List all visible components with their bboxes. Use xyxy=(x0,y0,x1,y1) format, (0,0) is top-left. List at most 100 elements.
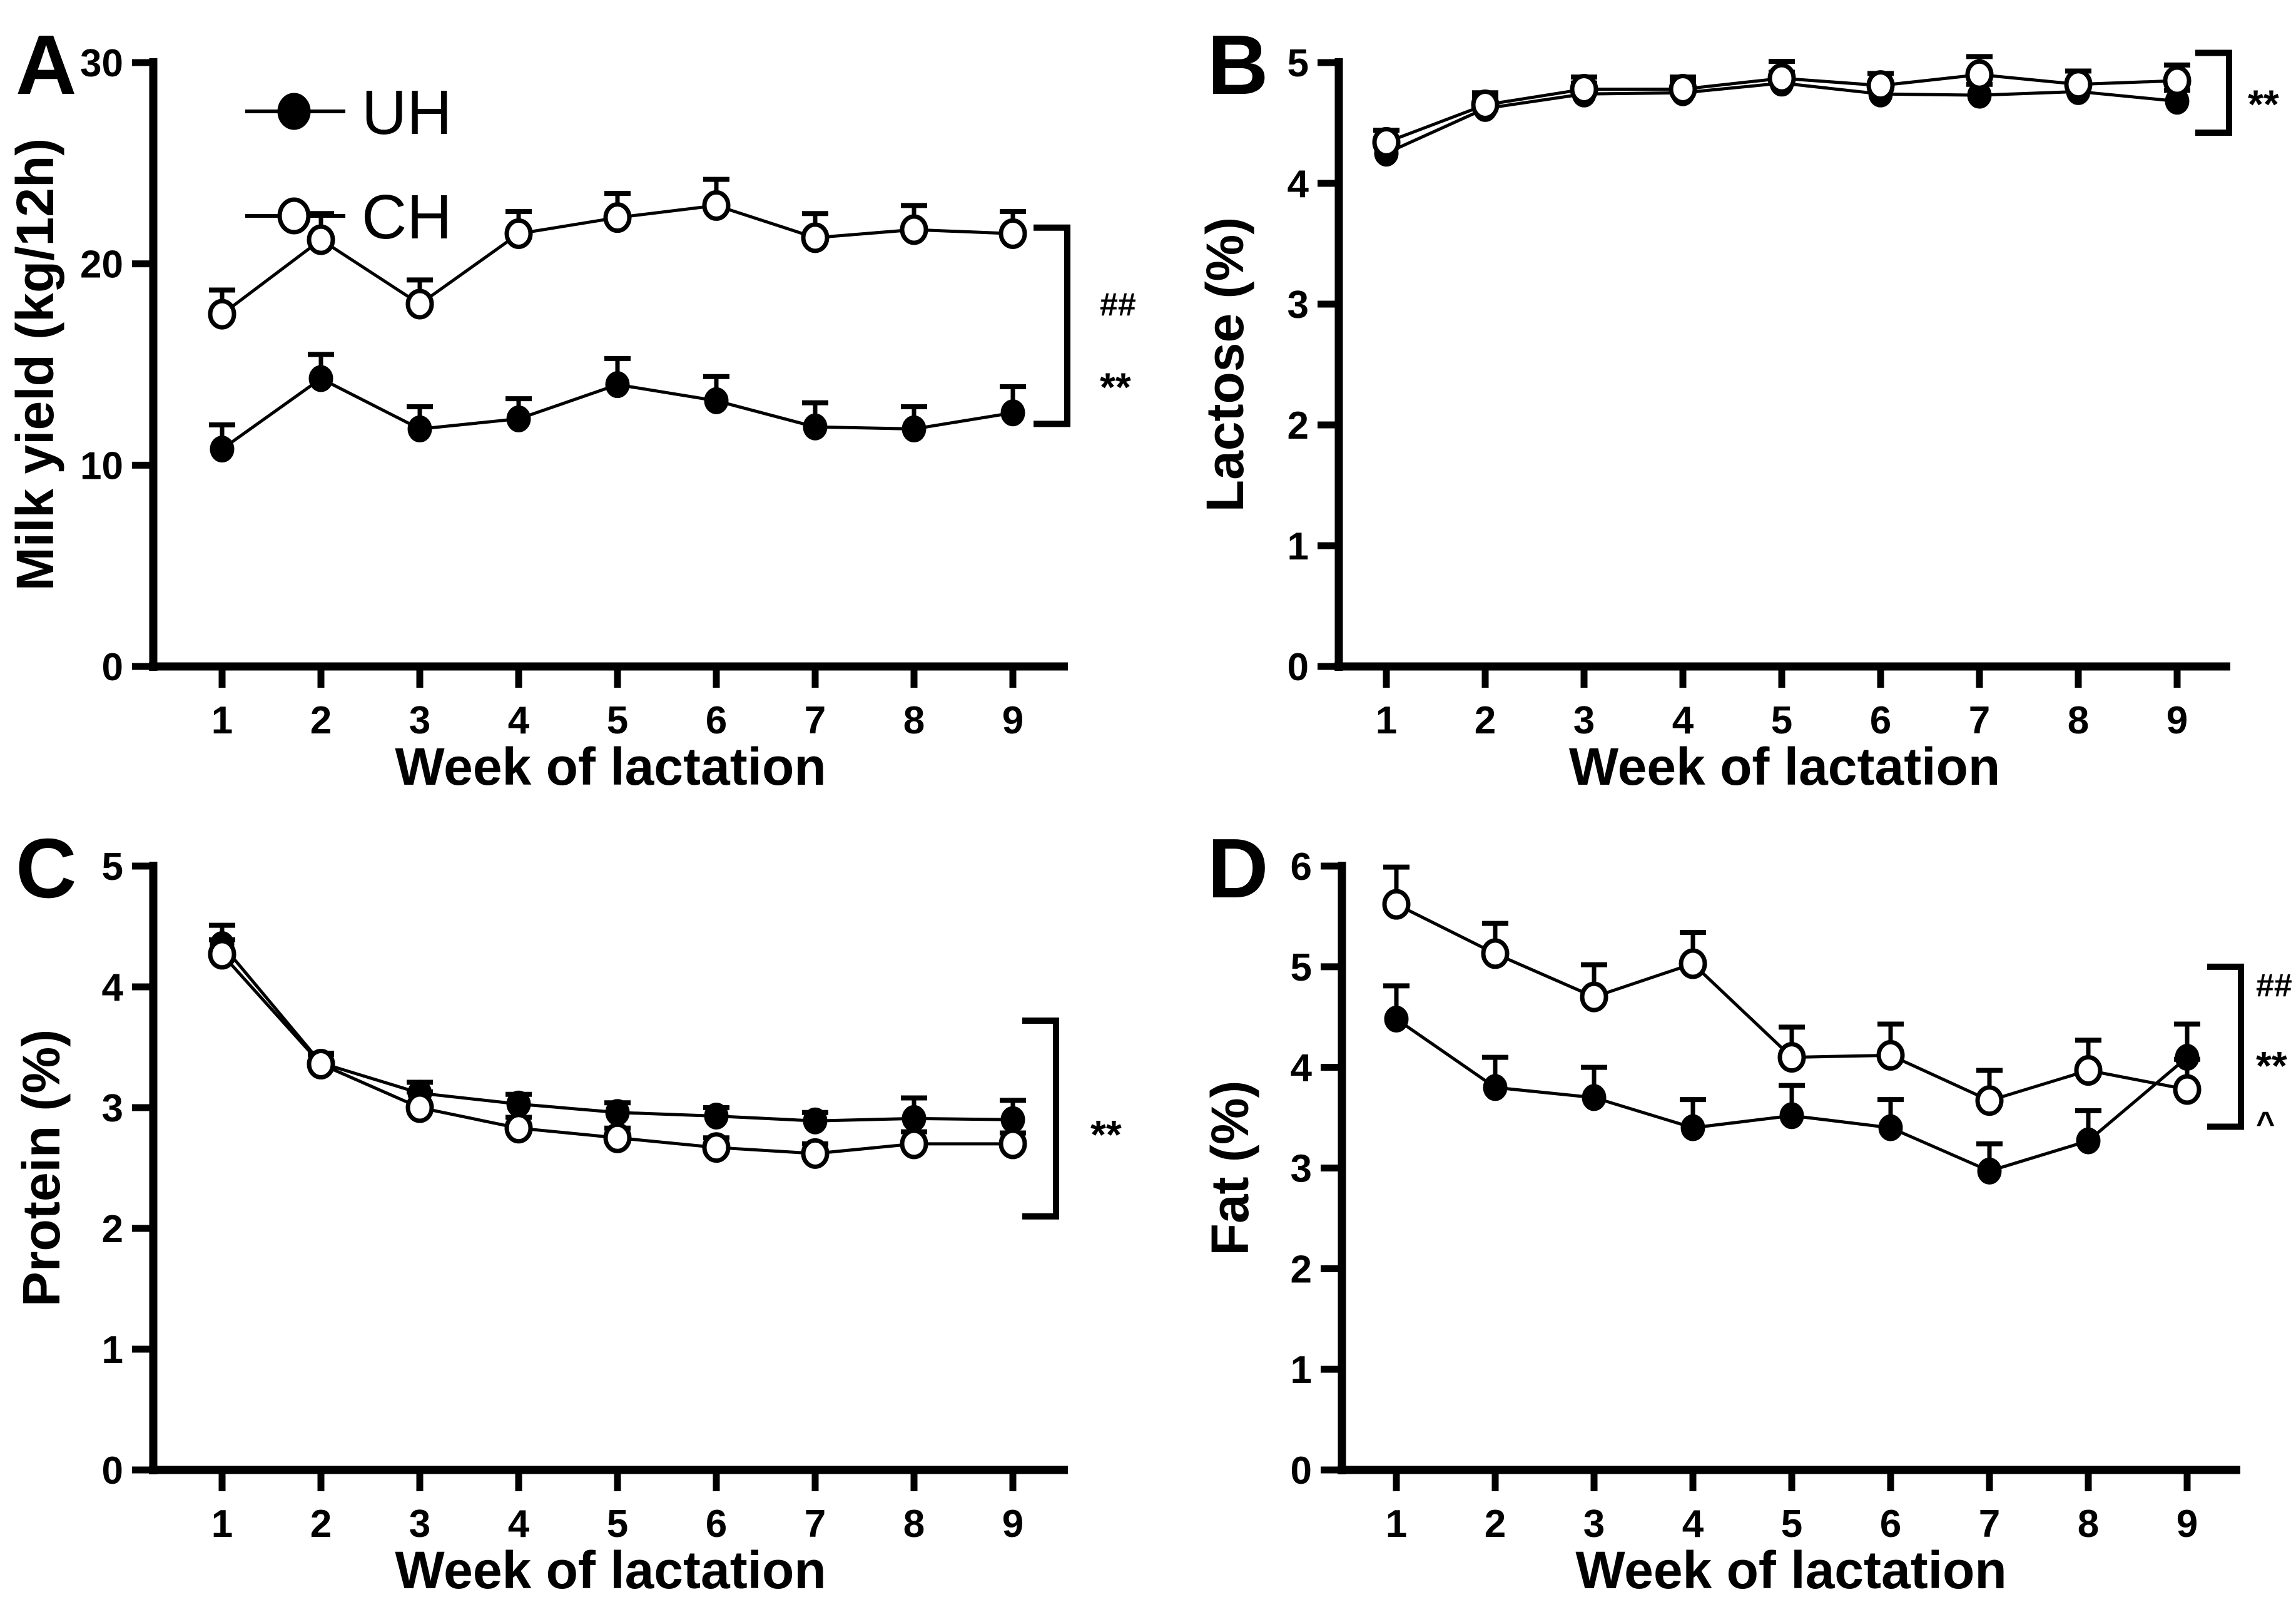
x-tick-label: 4 xyxy=(508,699,530,742)
series-ch-marker xyxy=(1481,938,1510,969)
y-tick-label: 0 xyxy=(102,1449,123,1492)
series-uh-marker xyxy=(1000,399,1025,427)
series-ch-marker xyxy=(504,1113,533,1144)
x-axis-label: Week of lactation xyxy=(395,737,826,796)
y-tick-label: 2 xyxy=(1288,404,1309,447)
y-axis-label: Fat (%) xyxy=(1201,1081,1259,1256)
significance: ## ** xyxy=(1034,224,1136,427)
y-tick-label: 1 xyxy=(102,1329,123,1372)
x-tick-label: 8 xyxy=(2068,699,2089,742)
x-tick-label: 5 xyxy=(607,699,628,742)
significance-bracket xyxy=(1022,1018,1059,1220)
series-ch-marker xyxy=(307,1049,335,1080)
x-tick-label: 7 xyxy=(1969,699,1990,742)
legend: UH CH xyxy=(245,78,452,252)
x-axis-label: Week of lactation xyxy=(1575,1541,2006,1599)
x-tick-label: 1 xyxy=(1386,1502,1407,1546)
x-tick-label: 6 xyxy=(706,699,727,742)
significance-bracket xyxy=(1034,224,1070,427)
significance-label: ** xyxy=(1100,365,1131,410)
x-tick-label: 3 xyxy=(409,1502,430,1546)
series-ch-marker xyxy=(1471,89,1500,121)
y-tick-label: 5 xyxy=(1288,42,1309,85)
y-tick-label: 4 xyxy=(1288,163,1309,206)
x-tick-label: 1 xyxy=(211,699,233,742)
filled-circle-icon xyxy=(277,93,311,130)
y-tick-label: 0 xyxy=(1291,1449,1312,1492)
x-tick-label: 1 xyxy=(211,1502,233,1546)
series-ch-marker xyxy=(1669,73,1697,105)
series-uh-marker xyxy=(1000,1106,1025,1133)
panel-a-milk-yield: A 0 10 20 30 1 2 3 4 5 6 7 8 9 Week of lactation Milk y… xyxy=(0,0,1148,804)
significance: ** xyxy=(1022,1018,1122,1220)
x-tick-label: 3 xyxy=(1573,699,1595,742)
panel-d-chart: D 0 1 2 3 4 5 6 1 2 3 4 5 6 7 8 9 Week of lactation Fat (%… xyxy=(1201,821,2292,1599)
series-uh-marker xyxy=(506,405,531,432)
y-tick-label: 4 xyxy=(102,966,124,1009)
series-ch-marker xyxy=(2173,1074,2202,1105)
y-tick-label: 30 xyxy=(80,42,123,85)
series-uh-marker xyxy=(1680,1114,1705,1141)
series-uh-marker xyxy=(1483,1074,1508,1101)
y-tick-label: 6 xyxy=(1291,845,1312,889)
series-ch-marker xyxy=(801,222,830,253)
y-tick-label: 0 xyxy=(102,646,123,689)
series-uh-marker xyxy=(704,387,729,414)
x-tick-label: 6 xyxy=(1880,1502,1901,1546)
series-uh-marker xyxy=(902,415,927,442)
significance: ## ** ^ xyxy=(2207,963,2292,1141)
series-uh-line xyxy=(221,943,1013,1123)
axes xyxy=(1318,58,2230,688)
series-ch-marker xyxy=(1876,1039,1905,1071)
series-uh-marker xyxy=(1977,1157,2002,1185)
series-ch-marker xyxy=(405,1092,434,1123)
y-tick-label: 3 xyxy=(1288,283,1309,327)
x-tick-label: 5 xyxy=(1771,699,1792,742)
significance-label: ## xyxy=(1100,287,1136,323)
x-tick-label: 2 xyxy=(310,699,332,742)
series-uh-marker xyxy=(210,436,235,463)
series-uh-marker xyxy=(1779,1102,1804,1130)
significance-label: ## xyxy=(2256,967,2292,1004)
y-tick-label: 1 xyxy=(1291,1349,1312,1392)
series-uh-marker xyxy=(506,1090,531,1118)
y-tick-label: 5 xyxy=(102,845,123,889)
x-tick-label: 9 xyxy=(2177,1502,2198,1546)
series-uh-marker xyxy=(605,371,630,399)
panel-c-protein: C 0 1 2 3 4 5 1 2 3 4 5 6 7 8 9 Week of lactation Protein… xyxy=(0,804,1148,1607)
y-tick-label: 3 xyxy=(1291,1148,1312,1191)
series-ch-marker xyxy=(1767,63,1796,94)
x-tick-label: 9 xyxy=(1002,699,1024,742)
x-tick-label: 9 xyxy=(1002,1502,1024,1546)
series-uh-marker xyxy=(1582,1084,1607,1111)
x-tick-label: 3 xyxy=(1583,1502,1605,1546)
y-tick-label: 2 xyxy=(1291,1248,1312,1291)
x-tick-label: 2 xyxy=(1475,699,1496,742)
series-ch-marker xyxy=(900,1128,928,1160)
significance-bracket xyxy=(2207,963,2244,1130)
significance: ** xyxy=(2195,49,2279,136)
x-tick-label: 4 xyxy=(508,1502,530,1546)
panel-b-lactose: B 0 1 2 3 4 5 1 2 3 4 5 6 7 8 9 Week of lactation Lactose… xyxy=(1148,0,2296,804)
series-uh-marker xyxy=(803,1107,828,1135)
legend-label: CH xyxy=(362,182,452,252)
series-uh-marker xyxy=(1384,1005,1409,1033)
panel-d-fat: D 0 1 2 3 4 5 6 1 2 3 4 5 6 7 8 9 Week of lactation Fat (%… xyxy=(1148,804,2296,1607)
significance-bracket xyxy=(2195,49,2232,136)
series-ch-marker xyxy=(998,218,1027,249)
panel-b-chart: B 0 1 2 3 4 5 1 2 3 4 5 6 7 8 9 Week of lactation Lactose… xyxy=(1196,18,2279,796)
y-axis-label: Milk yield (kg/12h) xyxy=(6,138,64,591)
axes xyxy=(132,862,1068,1491)
series-uh-marker xyxy=(407,415,432,442)
x-tick-label: 2 xyxy=(1485,1502,1506,1546)
panel-a-chart: A 0 10 20 30 1 2 3 4 5 6 7 8 9 Week of lactation Milk y… xyxy=(6,18,1136,796)
series-ch-marker xyxy=(504,218,533,249)
series-ch-marker xyxy=(1975,1085,2004,1116)
panel-letter: C xyxy=(16,821,77,916)
series-ch-marker xyxy=(702,190,731,221)
series-ch-marker xyxy=(603,1122,632,1153)
x-tick-label: 7 xyxy=(805,1502,826,1546)
x-tick-label: 1 xyxy=(1376,699,1397,742)
series-uh-marker xyxy=(704,1103,729,1130)
series-ch-marker xyxy=(1965,59,1994,90)
